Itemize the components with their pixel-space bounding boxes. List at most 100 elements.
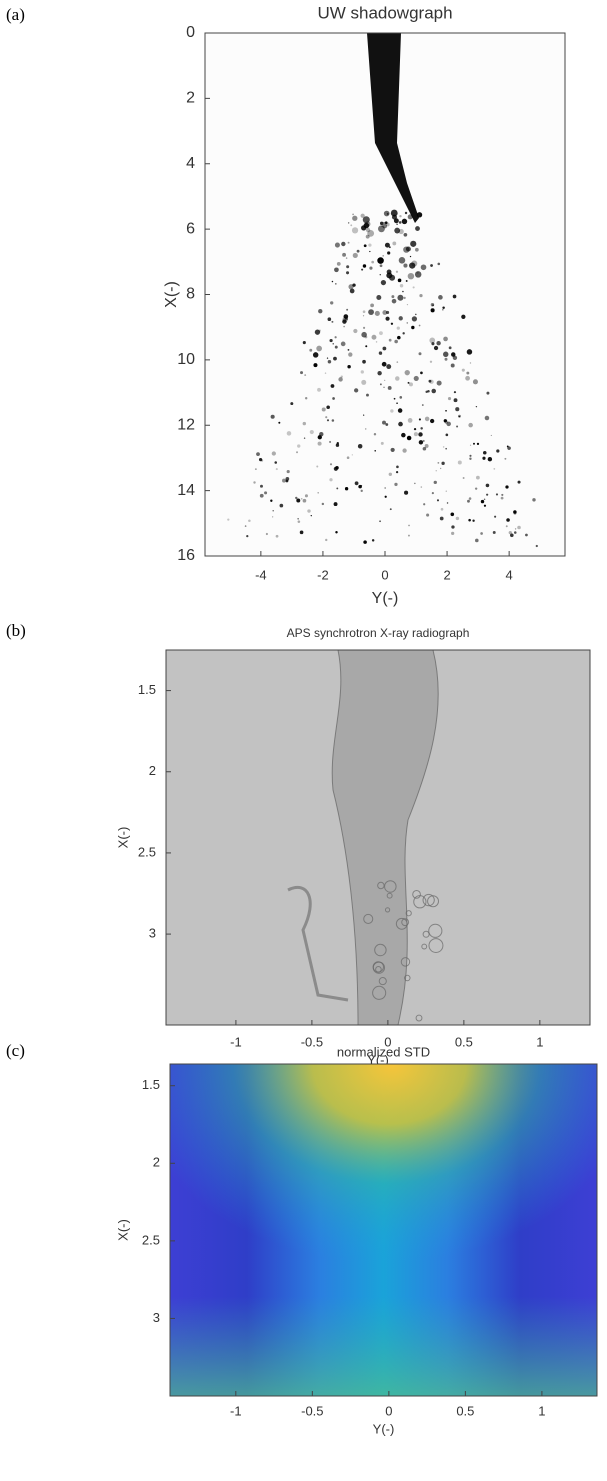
droplet: [410, 240, 417, 247]
droplet: [413, 375, 419, 381]
droplet: [475, 406, 478, 408]
droplet: [367, 229, 375, 237]
droplet: [403, 246, 410, 253]
droplet: [380, 441, 384, 445]
droplet: [363, 326, 366, 329]
droplet: [418, 352, 422, 356]
droplet: [389, 508, 392, 511]
chart-title: UW shadowgraph: [317, 3, 452, 22]
droplet: [420, 486, 423, 488]
droplet: [507, 446, 511, 450]
droplet: [399, 396, 403, 399]
droplet: [430, 308, 435, 313]
droplet: [253, 481, 256, 484]
droplet: [505, 525, 508, 528]
droplet: [390, 322, 394, 325]
droplet: [341, 241, 346, 247]
droplet: [342, 317, 348, 323]
droplet: [384, 221, 388, 225]
droplet: [380, 279, 387, 286]
droplet: [476, 475, 480, 480]
x-tick-label: 0.5: [456, 1403, 474, 1418]
panel-label: (a): [6, 5, 25, 24]
droplet: [363, 540, 367, 544]
droplet: [334, 282, 337, 285]
droplet: [354, 481, 359, 486]
droplet: [401, 218, 408, 225]
droplet: [414, 482, 416, 485]
droplet: [379, 383, 382, 386]
droplet: [469, 457, 472, 460]
droplet: [324, 372, 327, 374]
droplet: [391, 214, 398, 220]
droplet: [290, 402, 294, 406]
droplet: [404, 369, 410, 376]
droplet: [299, 530, 304, 535]
droplet: [407, 381, 410, 384]
droplet: [475, 538, 479, 543]
droplet: [428, 379, 432, 383]
droplet: [445, 490, 447, 492]
droplet: [430, 418, 435, 424]
droplet: [397, 278, 402, 283]
droplet: [381, 361, 387, 367]
droplet: [395, 471, 399, 474]
droplet: [413, 895, 427, 909]
droplet: [451, 531, 455, 535]
droplet: [445, 433, 449, 437]
droplet: [390, 447, 395, 453]
droplet: [453, 398, 458, 403]
x-tick-label: 1: [536, 1034, 543, 1049]
droplet: [508, 530, 512, 535]
droplet: [352, 213, 354, 216]
y-tick-label: 2: [153, 1155, 160, 1170]
droplet: [418, 432, 423, 437]
droplet: [517, 480, 521, 484]
y-axis-label: X(-): [115, 1219, 130, 1241]
y-tick-label: 8: [186, 286, 195, 303]
droplet: [469, 454, 472, 457]
y-axis-label: X(-): [115, 827, 130, 849]
droplet: [490, 434, 492, 437]
droplet: [295, 496, 298, 500]
droplet: [440, 507, 444, 511]
x-tick-label: -1: [230, 1034, 242, 1049]
droplet: [492, 531, 496, 534]
droplet: [332, 397, 335, 400]
droplet: [297, 444, 301, 448]
droplet: [409, 262, 416, 269]
droplet: [309, 429, 314, 435]
droplet: [374, 310, 380, 316]
droplet: [513, 510, 517, 514]
droplet: [473, 442, 475, 445]
droplet: [317, 441, 322, 446]
y-tick-label: 0: [186, 24, 195, 41]
droplet: [422, 930, 430, 938]
droplet: [347, 364, 351, 369]
droplet: [408, 534, 410, 537]
droplet: [371, 539, 375, 542]
droplet: [445, 409, 447, 412]
droplet: [274, 461, 278, 464]
droplet: [397, 294, 404, 301]
droplet: [352, 283, 356, 287]
droplet: [348, 284, 354, 290]
droplet: [275, 534, 279, 538]
chart-title: normalized STD: [337, 1044, 430, 1059]
droplet: [265, 532, 268, 536]
droplet: [377, 257, 384, 264]
droplet: [513, 511, 517, 515]
droplet: [420, 264, 427, 271]
droplet: [329, 478, 333, 482]
y-tick-label: 6: [186, 220, 195, 237]
y-tick-label: 12: [177, 416, 195, 433]
droplet: [486, 391, 490, 395]
droplet: [304, 494, 308, 498]
droplet: [382, 420, 386, 425]
droplet: [468, 518, 471, 522]
droplet: [330, 384, 335, 388]
droplet: [361, 331, 367, 338]
droplet: [387, 386, 392, 390]
droplet: [326, 405, 330, 410]
